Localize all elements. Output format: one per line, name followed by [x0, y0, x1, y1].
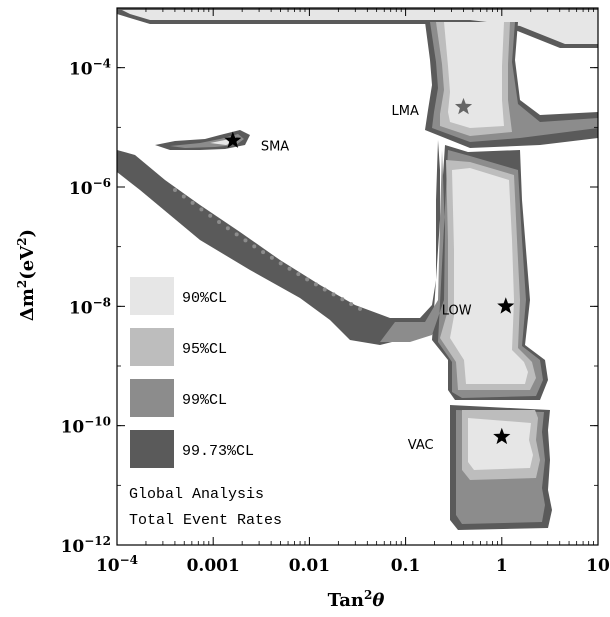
band-dot [358, 306, 362, 311]
band-dot [243, 238, 248, 243]
band-dot [331, 292, 336, 297]
legend: 90%CL 95%CL 99%CL 99.73%CL [130, 277, 254, 468]
band-dot [234, 232, 239, 237]
contour-top-band-inner [122, 10, 598, 44]
point-label-lma: LMA [392, 104, 419, 119]
x-axis-title: Tan2θ [328, 588, 385, 611]
best-fit-star-sma [224, 131, 242, 148]
contour-regions [117, 8, 598, 530]
band-dot [340, 297, 345, 302]
band-dot [349, 302, 354, 307]
band-dot [173, 188, 177, 192]
band-dot [313, 282, 318, 287]
annotation-line-2: Total Event Rates [129, 512, 282, 529]
band-dot [225, 226, 230, 231]
legend-swatch [130, 328, 174, 366]
best-fit-star-low [497, 297, 515, 314]
legend-label: 95%CL [182, 341, 227, 358]
legend-swatch [130, 277, 174, 315]
band-dots [173, 188, 362, 311]
annotation-line-1: Global Analysis [129, 486, 264, 503]
best-fit-points: LMA SMA LOW VAC [224, 97, 515, 453]
band-dot [278, 261, 283, 266]
x-tick-label: 0.1 [391, 556, 421, 576]
legend-label: 99.73%CL [182, 443, 254, 460]
best-fit-star-vac [493, 427, 511, 445]
band-dot [181, 194, 186, 199]
contour-plume-90 [444, 22, 533, 470]
y-tick-label: 10−8 [69, 295, 111, 318]
band-dot [217, 220, 222, 225]
plot-frame [116, 7, 599, 546]
x-tick-label: 0.001 [187, 556, 240, 576]
x-tick-label: 10−4 [96, 553, 138, 576]
band-dot [287, 266, 292, 271]
band-dot [322, 287, 327, 292]
legend-label: 99%CL [182, 392, 227, 409]
point-label-sma: SMA [261, 140, 289, 155]
y-tick-label: 10−12 [61, 534, 111, 557]
legend-label: 90%CL [182, 290, 227, 307]
band-dot [208, 213, 213, 218]
legend-swatch [130, 379, 174, 417]
x-axis-ticks: 10−4 0.001 0.01 0.1 1 10 [96, 8, 610, 576]
y-tick-label: 10−10 [61, 415, 111, 438]
band-dot [305, 277, 310, 282]
best-fit-star-lma [455, 97, 473, 115]
x-tick-label: 1 [496, 556, 508, 576]
y-axis-ticks: 10−12 10−10 10−8 10−6 10−4 [61, 7, 598, 557]
band-dot [252, 244, 257, 249]
band-dot [261, 250, 266, 255]
point-label-low: LOW [442, 303, 472, 318]
band-dot [199, 207, 204, 212]
legend-swatch [130, 430, 174, 468]
x-tick-label: 0.01 [289, 556, 330, 576]
y-tick-label: 10−6 [69, 176, 111, 199]
x-tick-label: 10 [586, 556, 610, 576]
band-dot [269, 255, 274, 260]
point-label-vac: VAC [408, 438, 434, 453]
y-tick-label: 10−4 [69, 57, 111, 80]
band-dot [190, 200, 195, 205]
band-dot [296, 272, 301, 277]
y-axis-title: Δm2(eV2) [15, 229, 38, 321]
